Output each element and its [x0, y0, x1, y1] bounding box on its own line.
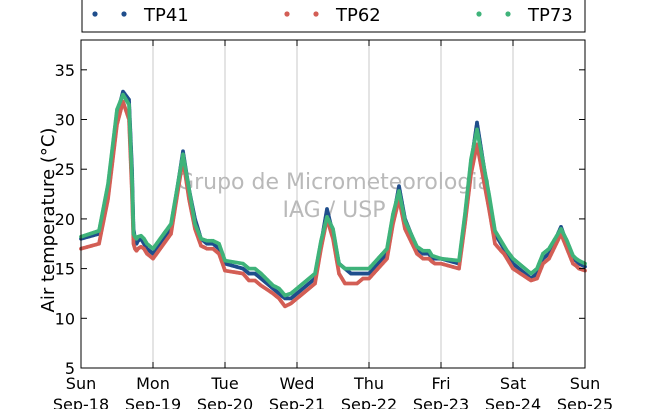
y-axis-label: Air temperature (°C): [38, 128, 59, 313]
x-tick-label-day: Sat: [500, 374, 526, 393]
y-tick-label: 5: [65, 359, 75, 378]
x-tick-label-date: Sep-24: [485, 395, 541, 409]
legend-marker: [121, 11, 127, 17]
y-tick-label: 10: [55, 309, 75, 328]
x-tick-label-date: Sep-20: [197, 395, 253, 409]
x-tick-label-day: Tue: [210, 374, 238, 393]
x-tick-label-date: Sep-23: [413, 395, 469, 409]
legend-label: TP62: [335, 5, 381, 26]
y-tick-label: 30: [55, 111, 75, 130]
data-points: [79, 89, 587, 309]
x-tick-label-date: Sep-25: [557, 395, 613, 409]
legend-box: [81, 0, 586, 33]
x-tick-label-date: Sep-18: [53, 395, 109, 409]
watermark-text: IAG / USP: [283, 198, 386, 223]
plot-frame: [80, 39, 586, 369]
legend-marker: [313, 11, 319, 17]
watermark: Grupo de Micrometeorologia IAG / USP: [177, 170, 491, 223]
x-tick-label-day: Fri: [431, 374, 450, 393]
x-tick-label-date: Sep-21: [269, 395, 325, 409]
legend-label: TP41: [143, 5, 189, 26]
y-tick-label: 15: [55, 260, 75, 279]
x-tick-label-date: Sep-22: [341, 395, 397, 409]
legend-label: TP73: [527, 5, 573, 26]
x-tick-label-day: Mon: [136, 374, 170, 393]
x-tick-label-day: Sun: [570, 374, 600, 393]
x-tick-label-day: Wed: [280, 374, 315, 393]
legend: TP41 TP62 TP73: [81, 0, 586, 33]
legend-marker: [284, 11, 290, 17]
legend-marker: [505, 11, 511, 17]
series-TP73: [79, 92, 587, 298]
x-tick-label-day: Sun: [66, 374, 96, 393]
y-tick-label: 25: [55, 160, 75, 179]
watermark-text: Grupo de Micrometeorologia: [177, 170, 491, 195]
legend-marker: [92, 11, 98, 17]
x-tick-label-date: Sep-19: [125, 395, 181, 409]
y-tick-label: 35: [55, 61, 75, 80]
legend-marker: [476, 11, 482, 17]
grid-lines: [152, 40, 514, 368]
y-tick-label: 20: [55, 210, 75, 229]
x-tick-label-day: Thu: [353, 374, 384, 393]
